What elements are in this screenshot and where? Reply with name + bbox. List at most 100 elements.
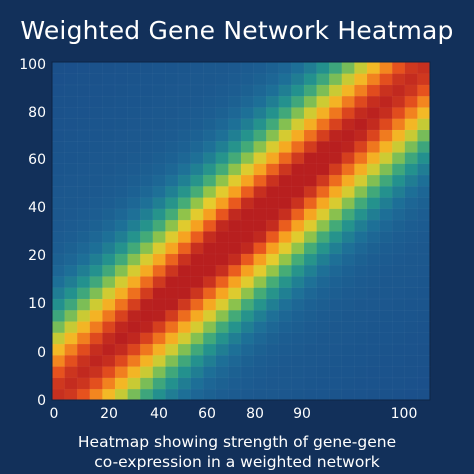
heatmap-cell xyxy=(379,388,393,401)
heatmap-cell xyxy=(316,253,330,266)
heatmap-cell xyxy=(202,95,217,108)
heatmap-cell xyxy=(354,84,368,97)
heatmap-cell xyxy=(391,163,406,176)
heatmap-cell xyxy=(64,106,78,119)
heatmap-cell xyxy=(354,343,368,356)
heatmap-cell xyxy=(152,264,167,277)
heatmap-cell xyxy=(391,140,406,153)
heatmap-cell xyxy=(391,253,406,266)
heatmap-cell xyxy=(139,163,154,176)
heatmap-cell xyxy=(76,309,91,322)
heatmap-cell xyxy=(253,320,267,334)
heatmap-cell xyxy=(366,219,381,232)
heatmap-cell xyxy=(51,332,66,345)
heatmap-cell xyxy=(391,185,406,198)
heatmap-cell xyxy=(165,365,179,379)
heatmap-cell xyxy=(417,129,431,142)
heatmap-cell xyxy=(354,298,368,311)
heatmap-cell xyxy=(417,140,431,153)
heatmap-cell xyxy=(341,106,356,119)
heatmap-cell xyxy=(316,377,330,390)
heatmap-cell xyxy=(391,377,406,390)
heatmap-cell xyxy=(391,264,406,277)
heatmap-cell xyxy=(51,185,66,198)
heatmap-cell xyxy=(89,163,104,176)
heatmap-cell xyxy=(202,73,217,86)
heatmap-cell xyxy=(89,106,104,119)
heatmap-cell xyxy=(391,287,406,300)
heatmap-cell xyxy=(391,275,406,288)
heatmap-cell xyxy=(366,242,381,255)
heatmap-cell xyxy=(417,230,431,243)
heatmap-cell xyxy=(177,151,192,165)
heatmap-cell xyxy=(76,73,91,86)
heatmap-cell xyxy=(139,84,154,97)
heatmap-cell xyxy=(152,298,167,311)
heatmap-cell xyxy=(328,242,343,255)
heatmap-cell xyxy=(127,129,141,142)
heatmap-cell xyxy=(51,309,66,322)
heatmap-cell xyxy=(165,118,179,131)
heatmap-cell xyxy=(316,84,330,97)
heatmap-cell xyxy=(190,264,204,277)
heatmap-cell xyxy=(366,332,381,345)
heatmap-cell xyxy=(391,208,406,221)
heatmap-cell xyxy=(354,151,368,165)
heatmap-cell xyxy=(89,388,104,401)
heatmap-cell xyxy=(341,185,356,198)
heatmap-cell xyxy=(316,61,330,74)
heatmap-cell xyxy=(265,163,280,176)
heatmap-cell xyxy=(328,95,343,108)
heatmap-cell xyxy=(127,365,141,379)
x-tick-label: 100 xyxy=(391,406,418,422)
heatmap-cell xyxy=(240,298,255,311)
heatmap-cell xyxy=(265,287,280,300)
heatmap-cell xyxy=(215,287,230,300)
heatmap-cell xyxy=(165,84,179,97)
heatmap-cell xyxy=(265,73,280,86)
heatmap-cell xyxy=(265,343,280,356)
heatmap-cell xyxy=(114,140,129,153)
heatmap-cell xyxy=(316,95,330,108)
heatmap-cell xyxy=(215,84,230,97)
heatmap-cell xyxy=(240,174,255,187)
heatmap-cell xyxy=(240,84,255,97)
heatmap-cell xyxy=(316,354,330,367)
heatmap-cell xyxy=(51,219,66,232)
heatmap-cell xyxy=(152,118,167,131)
heatmap-cell xyxy=(202,320,217,334)
heatmap-cell xyxy=(291,84,305,97)
heatmap-cell xyxy=(366,208,381,221)
heatmap-cell xyxy=(391,174,406,187)
heatmap-cell xyxy=(379,242,393,255)
heatmap-cell xyxy=(379,61,393,74)
heatmap-cell xyxy=(202,309,217,322)
heatmap-cell xyxy=(328,298,343,311)
heatmap-cell xyxy=(102,377,116,390)
heatmap-cell xyxy=(127,354,141,367)
heatmap-cell xyxy=(152,388,167,401)
heatmap-cell xyxy=(341,365,356,379)
heatmap-cell xyxy=(139,332,154,345)
heatmap-cell xyxy=(265,253,280,266)
heatmap-cell xyxy=(303,287,318,300)
heatmap-cell xyxy=(291,151,305,165)
heatmap-cell xyxy=(404,219,419,232)
heatmap-cell xyxy=(240,332,255,345)
heatmap-cell xyxy=(215,73,230,86)
heatmap-cell xyxy=(278,253,293,266)
heatmap-cell xyxy=(240,185,255,198)
heatmap-cell xyxy=(152,309,167,322)
heatmap-cell xyxy=(328,320,343,334)
heatmap-cell xyxy=(354,61,368,74)
heatmap-cell xyxy=(417,264,431,277)
heatmap-cell xyxy=(291,174,305,187)
heatmap-cell xyxy=(152,185,167,198)
heatmap-cell xyxy=(265,275,280,288)
heatmap-cell xyxy=(202,365,217,379)
heatmap-cell xyxy=(391,151,406,165)
heatmap-cell xyxy=(316,388,330,401)
heatmap-cell xyxy=(240,129,255,142)
heatmap-cell xyxy=(253,73,267,86)
heatmap-cell xyxy=(278,298,293,311)
